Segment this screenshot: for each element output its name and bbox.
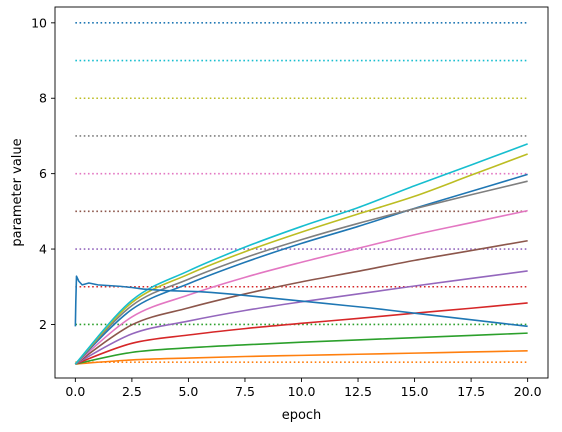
- y-tick-label: 6: [39, 166, 47, 181]
- plot-frame: [54, 6, 549, 379]
- series-line-11: [74, 275, 528, 328]
- series-line-6: [74, 209, 528, 365]
- x-axis-label: epoch: [282, 408, 322, 423]
- x-tick-label: 10.0: [288, 384, 316, 399]
- series-line-4: [74, 270, 528, 365]
- series-line-7: [74, 173, 528, 365]
- x-tick-label: 0.0: [65, 384, 85, 399]
- series-line-8: [74, 180, 528, 365]
- x-tick-label: 5.0: [178, 384, 198, 399]
- x-tick-label: 20.0: [514, 384, 542, 399]
- series-line-3: [75, 302, 528, 365]
- series-line-5: [74, 239, 528, 365]
- x-tick-label: 7.5: [235, 384, 255, 399]
- x-tick-label: 15.0: [401, 384, 429, 399]
- series-line-1: [75, 350, 528, 365]
- y-tick-label: 2: [39, 317, 47, 332]
- series-line-9: [74, 153, 528, 365]
- series-lines: [74, 143, 528, 365]
- y-tick-label: 4: [39, 242, 47, 257]
- x-tick-label: 17.5: [457, 384, 485, 399]
- axes-frame: [54, 6, 549, 379]
- y-axis: 2 4 6 8 10: [31, 15, 55, 332]
- y-tick-label: 10: [31, 15, 47, 30]
- y-axis-label: parameter value: [10, 138, 25, 246]
- x-axis: 0.0 2.5 5.0 7.5 10.0 12.5 15.0 17.5 20.0: [65, 378, 542, 399]
- y-tick-label: 8: [39, 91, 47, 106]
- series-line-10: [74, 143, 528, 365]
- x-tick-label: 2.5: [122, 384, 142, 399]
- series-line-2: [75, 332, 528, 365]
- x-tick-label: 12.5: [344, 384, 372, 399]
